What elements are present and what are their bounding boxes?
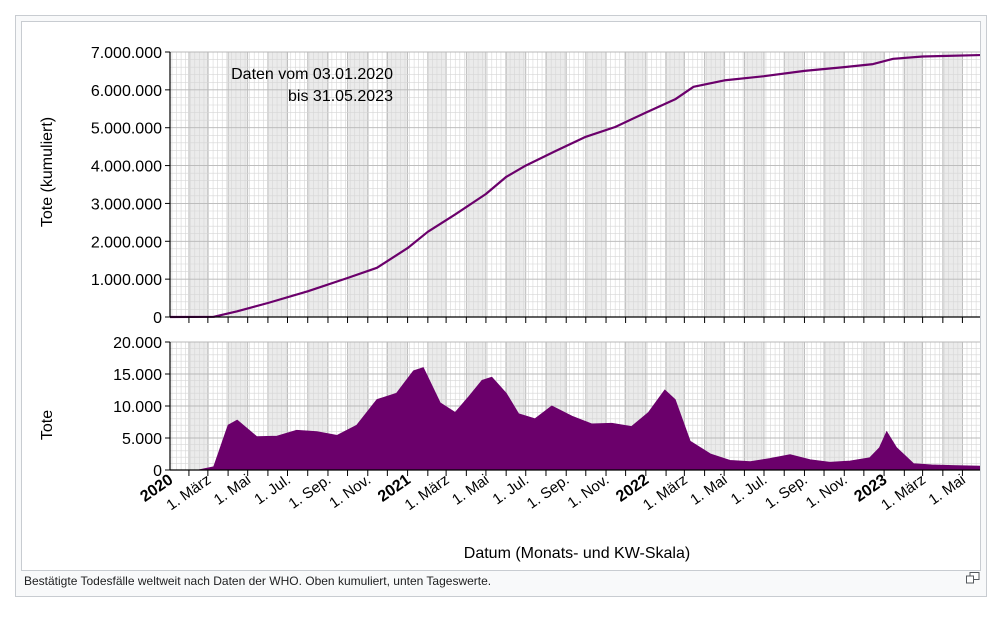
top-ylabel: Tote (kumuliert)	[39, 117, 56, 227]
bottom-ytick-label: 10.000	[113, 399, 162, 416]
x-month-label: 1. Nov.	[326, 471, 374, 512]
magnify-clip-icon[interactable]	[966, 572, 980, 584]
data-layer	[169, 53, 980, 471]
month-band	[347, 52, 368, 317]
x-month-label: 1. März	[640, 471, 691, 514]
top-ytick-label: 0	[153, 310, 162, 327]
bottom-ytick-label: 0	[153, 463, 162, 480]
month-band	[744, 52, 764, 317]
x-month-label: 1. Mai	[925, 471, 968, 508]
background-bands	[188, 52, 963, 470]
bottom-ytick-label: 20.000	[113, 335, 162, 352]
x-month-label: 1. März	[402, 471, 453, 514]
xlabel: Datum (Monats- und KW-Skala)	[464, 545, 690, 562]
top-ytick-label: 5.000.000	[91, 121, 162, 138]
grid-lines	[170, 51, 980, 471]
x-month-label: 1. Nov.	[803, 471, 851, 512]
x-month-label: 1. März	[163, 471, 214, 514]
x-month-label: 1. März	[878, 471, 929, 514]
month-band	[545, 52, 567, 317]
chart-figure: Tote (kumuliert) Tote Datum (Monats- und…	[21, 21, 981, 571]
annotation-line-2: bis 31.05.2023	[288, 88, 393, 105]
top-ytick-label: 3.000.000	[91, 196, 162, 213]
axes	[165, 51, 980, 476]
x-month-label: 1. Mai	[449, 471, 492, 508]
x-month-label: 1. Nov.	[565, 471, 613, 512]
cumulative-deaths-line	[169, 53, 980, 319]
x-month-label: 1. Sep.	[286, 471, 335, 512]
month-band	[863, 52, 885, 317]
x-month-label: 1. Mai	[687, 471, 730, 508]
daily-deaths-area	[170, 367, 980, 471]
top-ytick-label: 1.000.000	[91, 272, 162, 289]
chart-svg: Tote (kumuliert) Tote Datum (Monats- und…	[39, 45, 980, 562]
month-band	[784, 52, 805, 317]
top-ytick-label: 6.000.000	[91, 83, 162, 100]
figure-caption: Bestätigte Todesfälle weltweit nach Date…	[24, 574, 492, 588]
bottom-ylabel: Tote	[39, 410, 56, 440]
month-band	[704, 52, 725, 317]
month-band	[824, 52, 845, 317]
month-band	[666, 52, 685, 317]
bottom-ytick-label: 5.000	[122, 431, 162, 448]
month-band	[904, 52, 923, 317]
month-band	[625, 52, 646, 317]
month-band	[466, 52, 486, 317]
top-ytick-label: 7.000.000	[91, 45, 162, 62]
month-band	[188, 52, 208, 317]
top-ytick-label: 2.000.000	[91, 234, 162, 251]
x-month-label: 1. Sep.	[762, 471, 811, 512]
month-band	[267, 52, 288, 317]
x-month-label: 1. Mai	[211, 471, 254, 508]
month-band	[228, 52, 248, 317]
month-band	[506, 52, 526, 317]
x-month-label: 1. Sep.	[524, 471, 573, 512]
annotation-line-1: Daten vom 03.01.2020	[231, 66, 393, 83]
bottom-ytick-label: 15.000	[113, 367, 162, 384]
top-ytick-label: 4.000.000	[91, 159, 162, 176]
month-band	[942, 52, 963, 317]
month-band	[585, 52, 607, 317]
figure-thumbnail: Tote (kumuliert) Tote Datum (Monats- und…	[15, 15, 987, 597]
